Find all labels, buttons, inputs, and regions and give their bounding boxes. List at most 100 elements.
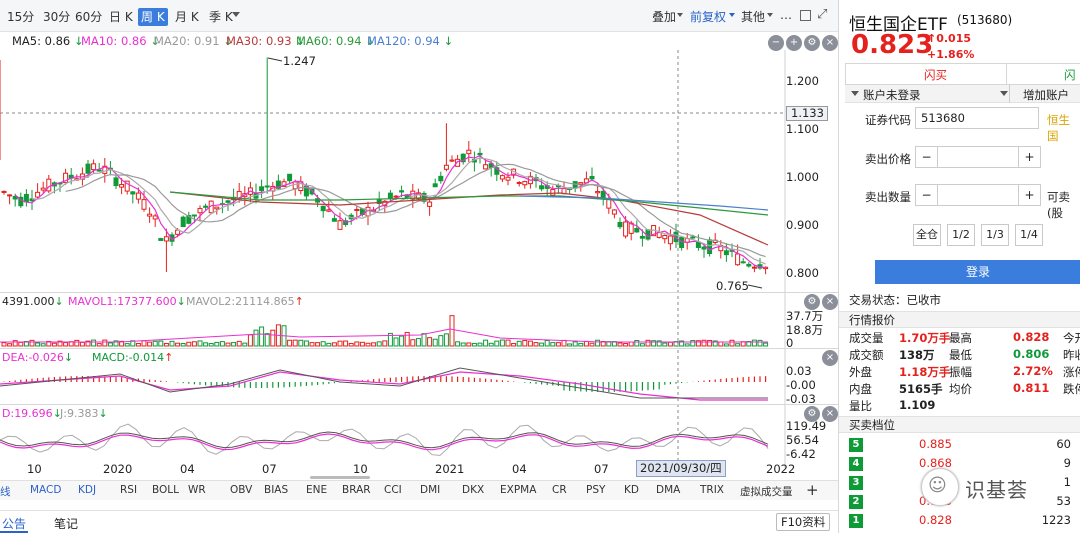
gear-icon[interactable]: ⚙ — [804, 35, 820, 51]
f10-button[interactable]: F10资料 — [776, 513, 831, 531]
period-month[interactable]: 月 K — [175, 10, 199, 24]
time-tick: 10 — [27, 462, 42, 476]
tab-indicator[interactable]: 虚拟成交量 — [740, 486, 793, 498]
tab-notes[interactable]: 笔记 — [54, 517, 79, 531]
ma60-line — [169, 191, 769, 216]
tab-indicator[interactable]: ENE — [306, 484, 328, 496]
minus-icon[interactable]: − — [768, 35, 784, 51]
order-book-row: 1 0.828 1223 — [849, 512, 1080, 531]
price-tick: 1.100 — [786, 122, 819, 136]
volume-bar — [219, 341, 225, 347]
period-week[interactable]: 周 K — [138, 8, 168, 26]
more-menu[interactable]: … — [780, 8, 792, 22]
code-input[interactable]: 513680 — [915, 107, 1039, 129]
volume-bar — [186, 341, 192, 347]
ma120-label: MA120: 0.94 ↓ — [367, 34, 454, 48]
tab-announcement[interactable]: 公告 — [2, 517, 27, 531]
volume-bar — [443, 333, 449, 347]
candle-body — [180, 216, 186, 228]
portion-half-button[interactable]: 1/2 — [947, 224, 975, 246]
sell-qty-stepper[interactable]: − + — [915, 184, 1041, 206]
window-icon[interactable] — [800, 10, 811, 21]
qty-plus-button[interactable]: + — [1018, 185, 1040, 205]
sell-price-stepper[interactable]: − + — [915, 146, 1041, 168]
period-day[interactable]: 日 K — [109, 10, 133, 24]
tab-indicator[interactable]: KD — [624, 484, 639, 496]
gear-icon[interactable]: ⚙ — [804, 294, 820, 310]
account-select[interactable]: 账户未登录 — [863, 88, 921, 102]
volume-bar — [12, 340, 18, 347]
quote-label: 最低 — [949, 348, 972, 362]
tab-indicator[interactable]: EXPMA — [500, 484, 537, 496]
volume-bar — [707, 339, 713, 347]
candle-body — [483, 164, 489, 170]
other-menu[interactable]: 其他 — [741, 10, 766, 24]
close-icon[interactable]: × — [822, 294, 838, 310]
volume-bar — [516, 340, 522, 347]
price-plus-button[interactable]: + — [1018, 147, 1040, 167]
period-30min[interactable]: 30分 — [43, 10, 71, 24]
gear-icon[interactable]: ⚙ — [804, 406, 820, 422]
candle-body — [723, 250, 729, 256]
volume-bar — [348, 342, 354, 347]
fullscreen-icon[interactable]: ⤢ — [817, 7, 828, 22]
tab-quick-buy[interactable]: 闪买 — [924, 68, 947, 82]
portion-all-button[interactable]: 全仓 — [913, 224, 941, 246]
chevron-down-icon[interactable] — [851, 91, 859, 96]
portion-quarter-button[interactable]: 1/4 — [1015, 224, 1043, 246]
volume-bar — [432, 338, 438, 347]
tab-indicator[interactable]: DMI — [420, 484, 441, 496]
tab-indicator[interactable]: OBV — [230, 484, 253, 496]
volume-bar — [208, 343, 214, 347]
candle-body — [91, 163, 97, 171]
tab-indicator[interactable]: KDJ — [78, 484, 97, 496]
level-badge: 3 — [849, 476, 863, 490]
tab-indicator[interactable]: BIAS — [264, 484, 289, 496]
volume-bar — [583, 340, 589, 347]
candle-body — [449, 159, 455, 162]
tab-indicator[interactable]: DMA — [656, 484, 681, 496]
chevron-down-icon[interactable] — [232, 12, 240, 17]
volume-bar — [287, 339, 293, 347]
scroll-handle[interactable] — [310, 476, 370, 479]
ma-line — [65, 163, 766, 258]
price-change: ↑0.015 — [927, 32, 972, 45]
login-button[interactable]: 登录 — [875, 260, 1080, 284]
volume-bar — [511, 343, 517, 347]
period-60min[interactable]: 60分 — [75, 10, 103, 24]
overlay-menu[interactable]: 叠加 — [652, 10, 677, 24]
add-indicator-icon[interactable]: + — [806, 481, 819, 499]
tab-indicator[interactable]: 线 — [0, 486, 11, 498]
tab-indicator[interactable]: RSI — [120, 484, 138, 496]
close-icon[interactable]: × — [822, 406, 838, 422]
candle-body — [679, 237, 685, 249]
plus-icon[interactable]: + — [786, 35, 802, 51]
close-icon[interactable]: × — [822, 35, 838, 51]
volume-bar — [471, 342, 477, 347]
tab-indicator[interactable]: BOLL — [152, 484, 179, 496]
candle-body — [225, 200, 231, 203]
adjust-menu[interactable]: 前复权 — [690, 10, 727, 24]
volume-bar — [578, 342, 584, 347]
qty-minus-button[interactable]: − — [916, 185, 938, 205]
tab-indicator[interactable]: WR — [188, 484, 206, 496]
tab-indicator[interactable]: CCI — [384, 484, 402, 496]
tab-indicator[interactable]: BRAR — [342, 484, 371, 496]
price-minus-button[interactable]: − — [916, 147, 938, 167]
order-book-row: 4 0.868 9 — [849, 455, 1080, 474]
tab-indicator[interactable]: DKX — [462, 484, 485, 496]
add-account-button[interactable]: 增加账户 — [1023, 88, 1069, 102]
volume-bar — [158, 340, 164, 347]
volume-bar — [421, 333, 427, 347]
period-15min[interactable]: 15分 — [7, 10, 35, 24]
tab-indicator[interactable]: MACD — [30, 484, 62, 496]
portion-third-button[interactable]: 1/3 — [981, 224, 1009, 246]
candle-body — [7, 194, 13, 197]
tab-indicator[interactable]: CR — [552, 484, 567, 496]
quote-section-title: 行情报价 — [839, 311, 1080, 328]
tab-indicator[interactable]: PSY — [586, 484, 606, 496]
close-icon[interactable]: × — [822, 350, 838, 366]
period-quarter[interactable]: 季 K — [209, 10, 233, 24]
volume-bar — [404, 331, 410, 347]
tab-indicator[interactable]: TRIX — [700, 484, 724, 496]
